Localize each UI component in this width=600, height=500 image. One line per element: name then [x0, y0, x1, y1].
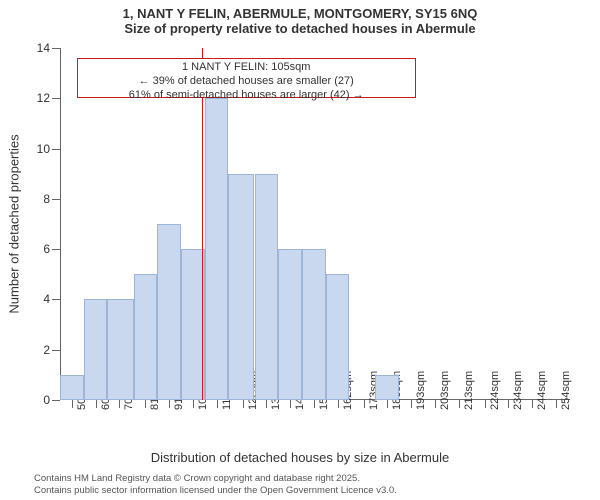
- histogram-bar: [84, 299, 108, 400]
- annotation-line: 1 NANT Y FELIN: 105sqm: [84, 61, 409, 75]
- y-tick-label: 0: [43, 393, 60, 407]
- x-tick: [72, 400, 73, 408]
- histogram-bar: [278, 249, 302, 400]
- histogram-bar: [255, 174, 279, 400]
- y-tick-label: 10: [37, 142, 60, 156]
- chart-title-block: 1, NANT Y FELIN, ABERMULE, MONTGOMERY, S…: [0, 0, 600, 36]
- y-tick-label: 12: [37, 91, 60, 105]
- x-tick: [266, 400, 267, 408]
- x-tick: [459, 400, 460, 408]
- histogram-bar: [228, 174, 254, 400]
- x-tick: [193, 400, 194, 408]
- annotation-line: 61% of semi-detached houses are larger (…: [84, 89, 409, 103]
- x-tick: [314, 400, 315, 408]
- histogram-bar: [302, 249, 326, 400]
- histogram-bar: [134, 274, 158, 400]
- histogram-bar: [60, 375, 84, 400]
- x-tick: [532, 400, 533, 408]
- title-line-1: 1, NANT Y FELIN, ABERMULE, MONTGOMERY, S…: [0, 6, 600, 21]
- histogram-bar: [181, 249, 205, 400]
- y-tick-label: 6: [43, 242, 60, 256]
- y-axis-label: Number of detached properties: [7, 134, 22, 313]
- x-tick: [217, 400, 218, 408]
- annotation-line: ← 39% of detached houses are smaller (27…: [84, 75, 409, 89]
- histogram-bar: [107, 299, 133, 400]
- x-axis-label: Distribution of detached houses by size …: [0, 450, 600, 465]
- x-tick: [145, 400, 146, 408]
- x-tick: [556, 400, 557, 408]
- y-tick-label: 14: [37, 41, 60, 55]
- attribution-text: Contains HM Land Registry data © Crown c…: [34, 473, 397, 496]
- histogram-bar: [205, 98, 229, 400]
- x-tick: [411, 400, 412, 408]
- x-tick: [96, 400, 97, 408]
- x-tick: [485, 400, 486, 408]
- x-tick: [243, 400, 244, 408]
- y-tick-label: 8: [43, 192, 60, 206]
- x-tick-label: 244sqm: [536, 371, 548, 410]
- attribution-line-2: Contains public sector information licen…: [34, 485, 397, 496]
- x-tick-label: 254sqm: [560, 371, 572, 410]
- y-tick-label: 2: [43, 343, 60, 357]
- x-tick-label: 224sqm: [489, 371, 501, 410]
- x-tick-label: 203sqm: [439, 371, 451, 410]
- x-tick: [338, 400, 339, 408]
- x-tick-label: 213sqm: [463, 371, 475, 410]
- annotation-box: 1 NANT Y FELIN: 105sqm← 39% of detached …: [77, 58, 416, 98]
- histogram-bar: [157, 224, 181, 400]
- x-tick-label: 234sqm: [512, 371, 524, 410]
- x-tick: [169, 400, 170, 408]
- title-line-2: Size of property relative to detached ho…: [0, 21, 600, 36]
- x-tick: [119, 400, 120, 408]
- histogram-plot: 0246810121450sqm60sqm70sqm81sqm91sqm101s…: [60, 48, 570, 400]
- x-tick: [290, 400, 291, 408]
- histogram-bar: [375, 375, 399, 400]
- x-tick: [364, 400, 365, 408]
- histogram-bar: [326, 274, 350, 400]
- y-tick-label: 4: [43, 292, 60, 306]
- x-tick: [387, 400, 388, 408]
- x-tick-label: 193sqm: [415, 371, 427, 410]
- attribution-line-1: Contains HM Land Registry data © Crown c…: [34, 473, 397, 484]
- x-tick: [508, 400, 509, 408]
- x-tick: [435, 400, 436, 408]
